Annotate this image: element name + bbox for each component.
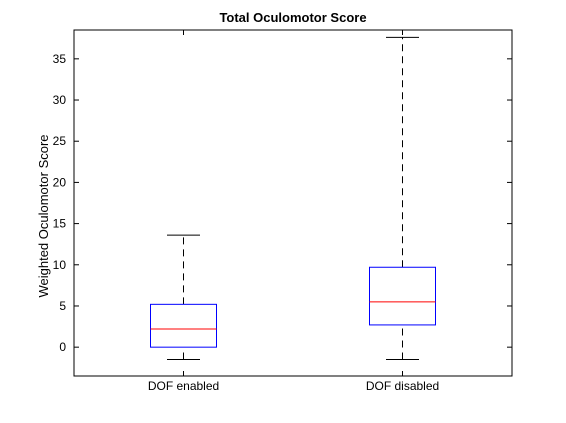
y-tick-label: 30 bbox=[53, 93, 67, 107]
y-tick-label: 35 bbox=[53, 52, 67, 66]
plot-area: 0 5 10 15 20 25 30 35 DOF enabled DOF disabled bbox=[53, 29, 513, 393]
y-tick-label: 0 bbox=[59, 340, 66, 354]
x-tick-label: DOF disabled bbox=[366, 379, 439, 393]
x-tick-label: DOF enabled bbox=[148, 379, 219, 393]
chart-title: Total Oculomotor Score bbox=[219, 10, 366, 25]
y-tick-label: 20 bbox=[53, 175, 67, 189]
y-axis-label: Weighted Oculomotor Score bbox=[36, 134, 51, 297]
axes-frame bbox=[73, 29, 513, 377]
y-tick-label: 25 bbox=[53, 134, 67, 148]
y-tick-label: 10 bbox=[53, 258, 67, 272]
y-tick-label: 5 bbox=[59, 299, 66, 313]
iqr-box bbox=[369, 266, 436, 326]
iqr-box bbox=[150, 303, 217, 348]
y-tick-label: 15 bbox=[53, 217, 67, 231]
